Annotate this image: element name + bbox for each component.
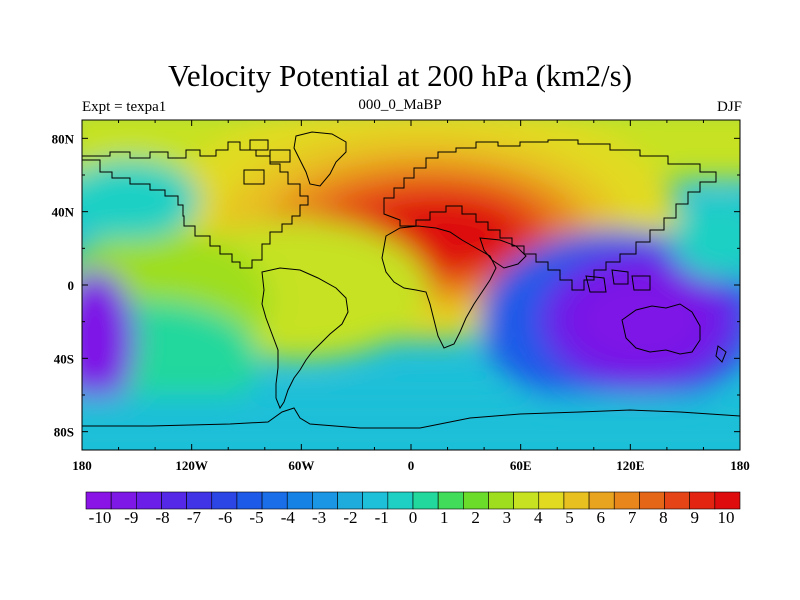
colorbar-labels: -10 -9 -8 -7 -6 -5 -4 -3 -2 -1 0 1 2 3 4 5 6 7 8 9 10 [89,508,735,527]
colorbar-swatch [463,491,489,510]
longitude-tick-labels: 180 120W 60W 0 60E 120E 180 [72,458,750,473]
colorbar-swatch [286,491,313,510]
colorbar-swatch [588,491,615,510]
colorbar-swatch [488,491,514,510]
coastline-australia [621,303,701,355]
colorbar-label: -1 [375,508,389,527]
field-region [670,200,740,280]
colorbar-label: -3 [312,508,326,527]
coastline-eurasia [383,139,717,291]
colorbar-label: -8 [156,508,170,527]
colorbar-label: -2 [343,508,357,527]
lon-tick-label: 180 [730,458,750,473]
coastline-maritime-continent [585,269,651,293]
colorbar-swatch [412,491,439,510]
colorbar-swatch [211,491,238,510]
colorbar-label: 8 [659,508,668,527]
colorbar-swatch [563,491,590,510]
colorbar-swatch [312,491,338,510]
colorbar-label: 10 [718,508,735,527]
latitude-tick-labels: 80N 40N 0 40S 80S [52,131,75,439]
colorbar-label: -10 [89,508,112,527]
coastlines [82,131,740,429]
colorbar-label: 4 [534,508,543,527]
colorbar-label: -4 [281,508,296,527]
coastline-antarctica [82,407,740,429]
colorbar-swatch [261,491,288,510]
lon-tick-label: 180 [72,458,92,473]
lon-tick-label: 0 [408,458,415,473]
colorbar-label: 0 [409,508,418,527]
colorbar-swatch [437,491,464,510]
colorbar-label: -7 [187,508,202,527]
colorbar-label: 6 [597,508,606,527]
map-title: Velocity Potential at 200 hPa (km2/s) [167,58,633,93]
experiment-label: Expt = texpa1 [82,99,167,115]
colorbar-label: -6 [218,508,232,527]
lat-tick-label: 40S [54,351,74,366]
colorbar-label: 2 [471,508,480,527]
colorbar-label: 3 [503,508,512,527]
period-label: 000_0_MaBP [358,97,442,113]
colorbar-swatch [161,491,187,510]
colorbar-swatch [186,491,213,510]
colorbar-label: -9 [124,508,138,527]
colorbar-swatch [689,491,716,510]
colorbar-label: 7 [628,508,637,527]
coastline-north-america [82,141,309,269]
coastline-africa [381,225,497,349]
lat-tick-label: 40N [52,205,75,220]
field-region [570,270,710,370]
colorbar-label: 5 [565,508,574,527]
colorbar-label: 1 [440,508,449,527]
lon-tick-label: 60E [510,458,532,473]
coastline-arabia [479,237,527,269]
colorbar-swatch [613,491,640,510]
colorbar-label: 9 [690,508,699,527]
coastline-new-zealand [715,345,727,363]
coastline-greenland [293,131,347,187]
field-region [82,270,135,410]
field-region [82,160,200,240]
colorbar-swatch [236,491,263,510]
colorbar-swatch [362,491,389,510]
season-label: DJF [716,99,742,115]
colorbar-swatch [136,491,162,510]
lon-tick-label: 120E [616,458,644,473]
coastline-south-america [261,267,349,410]
colorbar-swatch [513,491,540,510]
colorbar-swatch [664,491,690,510]
colorbar-swatch [387,491,414,510]
colorbar-swatch [85,491,112,510]
lat-tick-label: 80S [54,425,74,440]
colorbar-swatch [538,491,565,510]
colorbar-label: -5 [249,508,263,527]
contour-field [82,120,740,450]
axis-ticks [81,120,741,450]
colorbar [85,491,741,510]
colorbar-swatch [639,491,665,510]
lon-tick-label: 60W [288,458,314,473]
lat-tick-label: 0 [68,278,75,293]
colorbar-swatch [714,491,741,510]
colorbar-swatch [337,491,363,510]
coastline-arctic-islands [243,139,291,185]
field-region [82,395,740,450]
lat-tick-label: 80N [52,131,75,146]
lon-tick-label: 120W [175,458,208,473]
colorbar-swatch [110,491,137,510]
